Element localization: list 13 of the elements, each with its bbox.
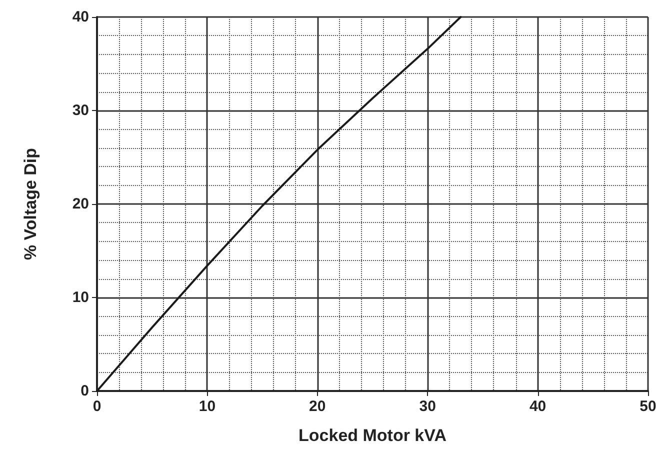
- y-tick-label: 20: [72, 196, 89, 212]
- y-axis-title: % Voltage Dip: [21, 148, 40, 260]
- x-tick-label: 40: [529, 398, 546, 415]
- y-tick-label: 30: [72, 102, 89, 119]
- x-tick-label: 10: [198, 398, 216, 415]
- x-tick-label: 30: [419, 398, 436, 415]
- x-tick-label: 20: [309, 398, 326, 415]
- x-tick-label: 50: [640, 398, 656, 415]
- x-axis-title: Locked Motor kVA: [298, 426, 446, 445]
- y-tick-label: 10: [72, 289, 89, 306]
- y-tick-label: 0: [80, 382, 89, 400]
- x-tick-label: 0: [92, 398, 102, 415]
- y-tick-label: 40: [72, 8, 89, 26]
